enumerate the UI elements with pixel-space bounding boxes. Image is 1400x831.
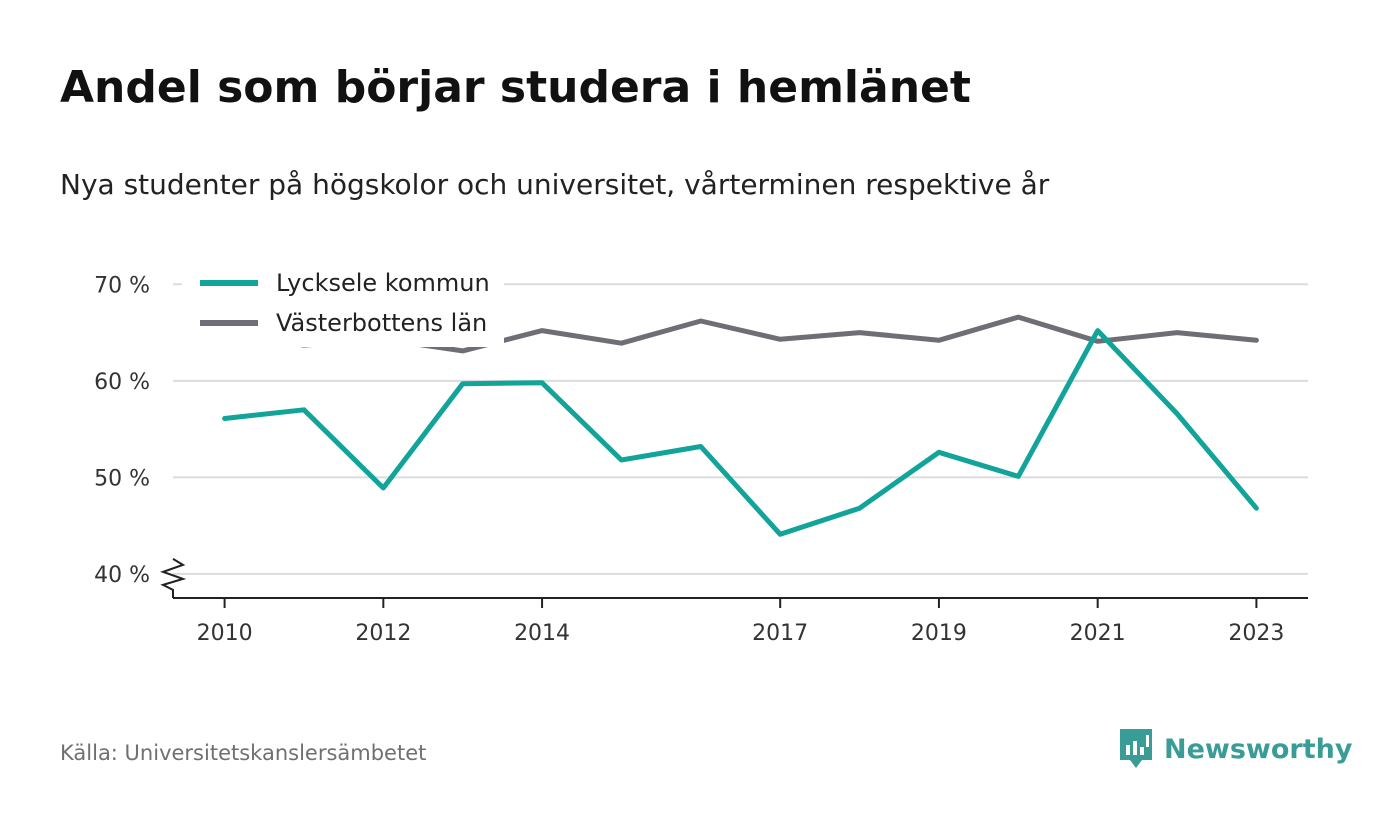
x-tick-label: 2010: [197, 621, 253, 646]
y-tick-label: 70 %: [94, 273, 150, 298]
y-tick-label: 60 %: [94, 370, 150, 395]
x-tick-label: 2012: [355, 621, 411, 646]
line-chart: 40 % 50 % 60 % 70 % 2010 2012 2014 2017 2019 2021…: [94, 259, 1308, 646]
x-tick-label: 2019: [911, 621, 967, 646]
x-tick-label: 2021: [1070, 621, 1126, 646]
chart-subtitle: Nya studenter på högskolor och universit…: [60, 168, 1050, 201]
legend-label: Västerbottens län: [276, 309, 487, 337]
y-tick-label: 40 %: [94, 563, 150, 588]
x-tick-label: 2014: [514, 621, 570, 646]
axis-break-icon: [159, 558, 187, 598]
source-note: Källa: Universitetskanslersämbetet: [60, 741, 427, 765]
legend: Lycksele kommun Västerbottens län: [182, 259, 504, 347]
legend-label: Lycksele kommun: [276, 269, 490, 297]
y-tick-label: 50 %: [94, 466, 150, 491]
newsworthy-logo-text: Newsworthy: [1164, 733, 1353, 765]
series-line: [222, 328, 1259, 537]
legend-background: [182, 259, 504, 347]
x-tick-label: 2017: [752, 621, 808, 646]
newsworthy-logo: Newsworthy: [1118, 727, 1352, 771]
series-lines: [222, 314, 1259, 537]
x-tick-label: 2023: [1228, 621, 1284, 646]
axes: 40 % 50 % 60 % 70 % 2010 2012 2014 2017 2019 2021…: [94, 273, 1308, 646]
newsworthy-logo-icon: [1120, 729, 1152, 768]
chart-title: Andel som börjar studera i hemlänet: [60, 62, 971, 113]
